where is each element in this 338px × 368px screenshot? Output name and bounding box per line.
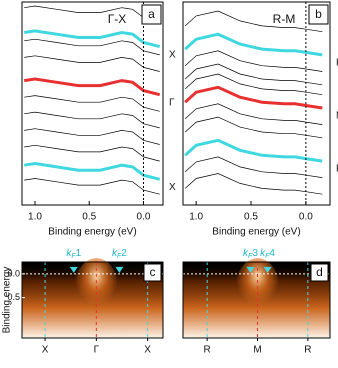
x-tick-label: R	[304, 345, 311, 356]
x-tick-label: M	[253, 345, 261, 356]
panel-label: d	[316, 265, 323, 279]
curve-label: R	[336, 58, 338, 69]
kf-sub: F	[71, 253, 76, 260]
panel-label-box	[310, 263, 329, 282]
curve	[184, 10, 323, 33]
kf-k: k	[112, 248, 118, 259]
curves	[184, 10, 323, 195]
curve	[184, 63, 323, 86]
curve	[23, 161, 161, 181]
curve	[184, 50, 323, 72]
kf-n: 4	[269, 248, 275, 259]
curve	[23, 29, 161, 49]
curve	[24, 178, 160, 195]
kf-label: kF4	[260, 248, 275, 260]
panel-label-box	[308, 4, 329, 25]
curve	[24, 55, 160, 72]
kf-n: 1	[76, 248, 82, 259]
kf-marker	[263, 266, 272, 273]
kf-label: kF3	[243, 248, 258, 260]
kf-k: k	[260, 248, 266, 259]
panel-label-box	[143, 263, 162, 282]
curve	[24, 111, 160, 129]
x-axis-label: Binding energy (eV)	[212, 227, 300, 238]
curve-label: R	[336, 164, 338, 175]
kf-n: 2	[121, 248, 127, 259]
panel-label: a	[148, 7, 155, 21]
curve-label: X	[169, 182, 176, 193]
kf-sub: F	[248, 253, 253, 260]
kf-k: k	[243, 248, 249, 259]
x-axis-label: Binding energy (eV)	[48, 227, 136, 238]
panel-label: c	[150, 265, 156, 279]
frame	[21, 261, 164, 339]
panel-title: Γ-X	[108, 12, 127, 26]
curve	[23, 77, 161, 97]
x-tick-label: 1.0	[28, 212, 42, 223]
curve	[184, 103, 323, 125]
x-tick-label: R	[204, 345, 211, 356]
frame	[182, 1, 331, 206]
curve	[184, 173, 323, 195]
curve	[24, 38, 160, 56]
y-tick-label: 0.5	[7, 292, 20, 302]
y-tick-label: 0.0	[7, 268, 20, 278]
x-tick-label: 0.0	[299, 212, 313, 223]
x-tick-label: X	[144, 345, 151, 356]
x-tick-label: Γ	[94, 345, 100, 356]
curve-label: X	[169, 49, 176, 60]
kf-sub: F	[265, 253, 270, 260]
kf-n: 3	[252, 248, 258, 259]
x-tick-label: 1.0	[189, 212, 203, 223]
curve	[24, 95, 160, 112]
curve	[184, 85, 323, 110]
x-tick-label: 0.5	[82, 212, 96, 223]
panel-label-box	[141, 4, 162, 25]
x-tick-label: 0.0	[137, 212, 151, 223]
y-axis-label: Binding energy	[2, 267, 13, 334]
kf-marker	[69, 266, 78, 273]
curve	[24, 128, 160, 145]
frame	[21, 1, 164, 206]
curve-label: Γ	[169, 97, 175, 108]
kf-sub: F	[117, 253, 122, 260]
kf-label: kF1	[66, 248, 81, 260]
curve	[184, 32, 323, 57]
kf-marker	[115, 266, 124, 273]
curve-label: M	[336, 111, 338, 122]
kf-marker	[246, 266, 255, 273]
curve	[184, 156, 323, 178]
curve	[184, 138, 323, 163]
frame	[182, 261, 331, 339]
panel-label: b	[315, 7, 322, 21]
x-tick-label: 0.5	[244, 212, 258, 223]
curves	[23, 5, 161, 195]
curve	[24, 5, 160, 23]
panel-title: R-M	[273, 12, 296, 26]
x-tick-label: X	[42, 345, 49, 356]
kf-label: kF2	[112, 248, 127, 260]
curve	[184, 116, 323, 139]
kf-k: k	[66, 248, 72, 259]
curve	[184, 73, 323, 96]
curve	[24, 144, 160, 162]
